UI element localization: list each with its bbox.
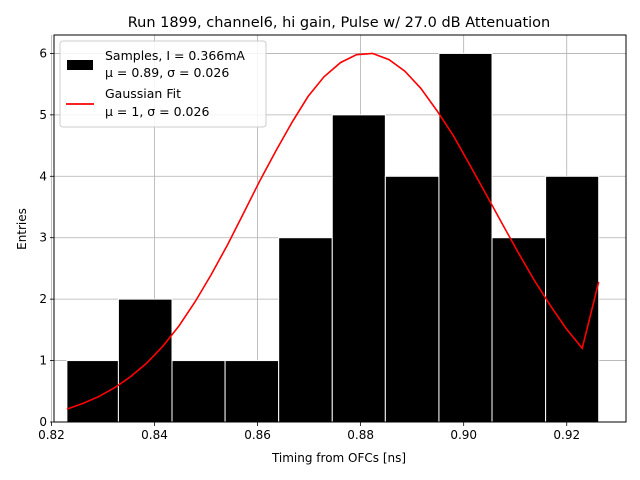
axes-frame	[53, 34, 627, 423]
x-tick-label-1: 0.84	[141, 428, 168, 442]
y-tick-label-3: 3	[39, 231, 47, 245]
x-tick-label-4: 0.90	[450, 428, 477, 442]
histogram-bar-6	[384, 175, 440, 423]
chart-title: Run 1899, channel6, hi gain, Pulse w/ 27…	[128, 15, 551, 31]
x-tick-label-0: 0.82	[38, 428, 65, 442]
legend-swatch-samples	[67, 60, 93, 70]
axes-border	[53, 34, 627, 423]
histogram-bar-1	[117, 298, 173, 423]
y-tick-label-6: 6	[39, 46, 47, 60]
histogram-bar-3	[224, 360, 280, 423]
gaussian-fit-curve	[66, 52, 600, 410]
y-tick-label-0: 0	[39, 415, 47, 429]
legend: Samples, I = 0.366mA μ = 0.89, σ = 0.026…	[59, 40, 267, 128]
fit-line	[66, 52, 600, 410]
histogram-bar-9	[545, 175, 600, 423]
legend-label-fit-stats: μ = 1, σ = 0.026	[105, 104, 209, 119]
histogram-bar-2	[171, 360, 226, 423]
legend-label-samples: Samples, I = 0.366mA	[105, 48, 245, 63]
histogram-bars	[66, 52, 600, 423]
y-tick-label-1: 1	[39, 354, 47, 368]
x-tick-label-3: 0.88	[347, 428, 374, 442]
legend-box	[59, 40, 267, 128]
y-tick-label-2: 2	[39, 292, 47, 306]
histogram-bar-4	[278, 237, 333, 423]
legend-label-fit: Gaussian Fit	[105, 86, 181, 101]
x-tick-label-2: 0.86	[244, 428, 271, 442]
histogram-bar-5	[331, 114, 386, 423]
legend-label-samples-stats: μ = 0.89, σ = 0.026	[105, 65, 229, 80]
x-axis-label: Timing from OFCs [ns]	[271, 451, 406, 465]
y-axis-label: Entries	[15, 208, 29, 250]
x-tick-label-5: 0.92	[553, 428, 580, 442]
histogram-bar-8	[491, 237, 547, 423]
histogram-bar-0	[66, 360, 119, 423]
y-tick-label-5: 5	[39, 108, 47, 122]
histogram-bar-7	[438, 52, 493, 423]
y-tick-label-4: 4	[39, 169, 47, 183]
axis-ticks: 0.82 0.84 0.86 0.88 0.90 0.92 0 1 2 3 4 5 6	[38, 46, 580, 442]
